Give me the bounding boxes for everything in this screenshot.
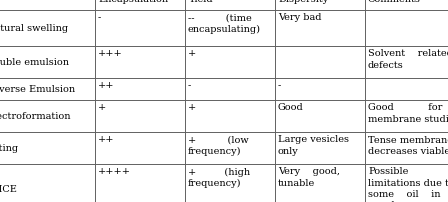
Text: +          (low
frequency): + (low frequency) <box>188 135 249 155</box>
Text: Natural swelling: Natural swelling <box>0 24 68 33</box>
Bar <box>275 46 365 78</box>
Bar <box>365 46 448 78</box>
Text: Double emulsion: Double emulsion <box>0 58 69 67</box>
Bar <box>185 132 275 164</box>
Bar <box>365 132 448 164</box>
Bar <box>0 100 95 132</box>
Text: ++++: ++++ <box>98 167 131 176</box>
Bar <box>185 100 275 132</box>
Bar <box>365 164 448 202</box>
Bar <box>275 132 365 164</box>
Text: ++: ++ <box>98 135 115 144</box>
Text: +: + <box>188 103 196 112</box>
Text: Electroformation: Electroformation <box>0 112 70 120</box>
Bar <box>185 46 275 78</box>
Bar <box>275 164 365 202</box>
Bar <box>275 78 365 100</box>
Bar <box>0 11 95 46</box>
Bar <box>0 132 95 164</box>
Bar <box>0 164 95 202</box>
Bar <box>185 78 275 100</box>
Bar <box>275 0 365 11</box>
Bar <box>95 46 185 78</box>
Bar <box>0 0 95 11</box>
Bar <box>95 164 185 202</box>
Text: -: - <box>188 81 191 90</box>
Text: Reverse Emulsion: Reverse Emulsion <box>0 85 75 94</box>
Bar <box>95 132 185 164</box>
Text: Yield: Yield <box>188 0 213 4</box>
Text: Comments: Comments <box>368 0 421 4</box>
Text: --          (time
encapsulating): -- (time encapsulating) <box>188 14 261 34</box>
Text: -: - <box>278 81 281 90</box>
Bar <box>275 11 365 46</box>
Bar <box>95 11 185 46</box>
Text: +++: +++ <box>98 49 123 58</box>
Bar <box>365 11 448 46</box>
Text: Very    good,
tunable: Very good, tunable <box>278 167 340 187</box>
Bar <box>0 46 95 78</box>
Text: cDICE: cDICE <box>0 184 18 193</box>
Text: +: + <box>188 49 196 58</box>
Text: Very bad: Very bad <box>278 14 322 22</box>
Text: Good: Good <box>278 103 304 112</box>
Text: Tense membrane,
decreases viable: Tense membrane, decreases viable <box>368 135 448 155</box>
Bar <box>365 0 448 11</box>
Bar <box>365 78 448 100</box>
Text: +: + <box>98 103 106 112</box>
Bar <box>185 11 275 46</box>
Text: ++: ++ <box>98 81 115 90</box>
Text: Jetting: Jetting <box>0 143 19 152</box>
Bar <box>275 100 365 132</box>
Bar <box>95 78 185 100</box>
Bar <box>365 100 448 132</box>
Bar <box>0 78 95 100</box>
Bar <box>95 100 185 132</box>
Text: -: - <box>98 14 101 22</box>
Text: +         (high
frequency): + (high frequency) <box>188 167 250 187</box>
Bar <box>95 0 185 11</box>
Text: Encapsulation: Encapsulation <box>98 0 168 4</box>
Bar <box>185 164 275 202</box>
Text: Large vesicles
only: Large vesicles only <box>278 135 349 155</box>
Text: Good           for
membrane studies: Good for membrane studies <box>368 103 448 123</box>
Text: Possible
limitations due to
some    oil    in
membranes: Possible limitations due to some oil in … <box>368 167 448 202</box>
Bar <box>185 0 275 11</box>
Text: Solvent    related
defects: Solvent related defects <box>368 49 448 69</box>
Text: Dispersity: Dispersity <box>278 0 328 4</box>
